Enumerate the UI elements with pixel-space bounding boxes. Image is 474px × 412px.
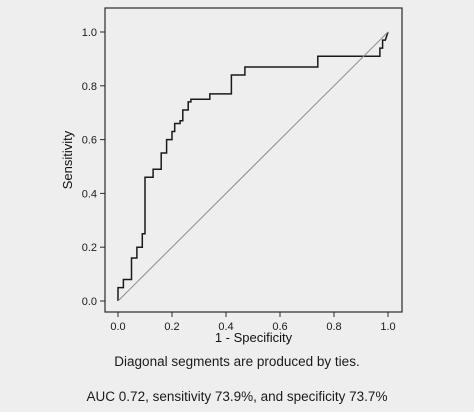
caption-ties: Diagonal segments are produced by ties. bbox=[114, 354, 360, 369]
x-tick-label: 0.0 bbox=[110, 321, 125, 333]
y-tick-label: 0.0 bbox=[82, 296, 97, 308]
x-tick-label: 0.4 bbox=[218, 321, 233, 333]
y-tick-label: 0.6 bbox=[82, 135, 97, 147]
caption-stats: AUC 0.72, sensitivity 73.9%, and specifi… bbox=[86, 389, 388, 404]
x-axis-title: 1 - Specificity bbox=[215, 330, 293, 345]
roc-curve-line bbox=[117, 31, 389, 301]
y-tick-label: 0.8 bbox=[82, 81, 97, 93]
plot-frame bbox=[104, 7, 403, 313]
x-tick-label: 0.2 bbox=[164, 321, 179, 333]
y-tick-label: 0.4 bbox=[82, 188, 97, 200]
x-tick-label: 0.6 bbox=[272, 321, 287, 333]
x-tick-label: 0.8 bbox=[326, 321, 341, 333]
x-tick-label: 1.0 bbox=[380, 321, 395, 333]
y-tick-label: 1.0 bbox=[82, 27, 97, 39]
reference-diagonal-line bbox=[117, 31, 389, 302]
y-tick-label: 0.2 bbox=[82, 242, 97, 254]
y-axis-title: Sensitivity bbox=[60, 130, 75, 189]
